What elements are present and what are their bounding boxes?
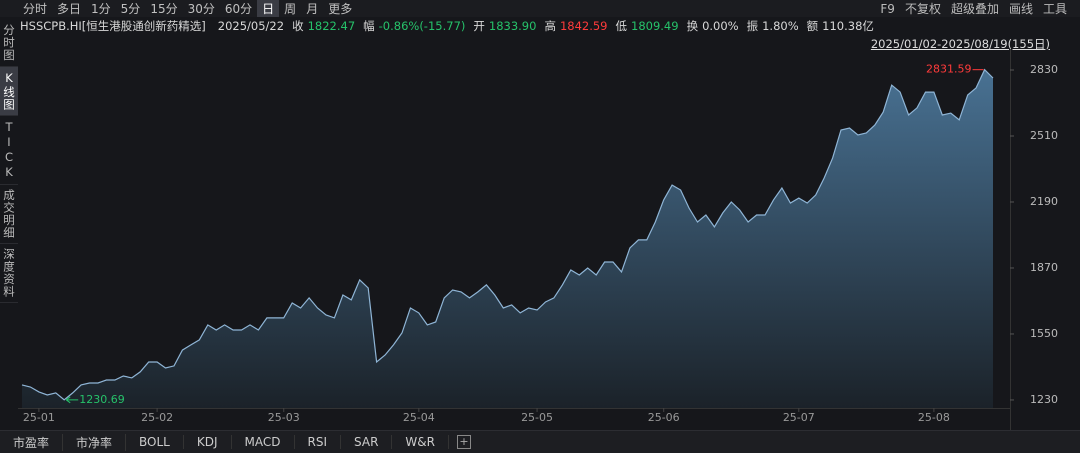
period-tab[interactable]: 月 (306, 2, 319, 16)
x-tick-label: 25-02 (141, 411, 173, 424)
field-value: 1833.90 (488, 19, 537, 33)
indicator-tab[interactable]: KDJ (189, 435, 232, 449)
min-arrow (65, 396, 79, 404)
field-label: 收 (292, 19, 304, 33)
add-indicator[interactable]: + (456, 435, 471, 449)
y-tick-label: 1870 (1030, 261, 1058, 274)
x-tick-label: 25-01 (23, 411, 55, 424)
tool-button[interactable]: 画线 (1008, 2, 1033, 16)
field-value: 1822.47 (307, 19, 356, 33)
side-tab[interactable]: 深度资料 (0, 244, 18, 303)
x-tick-label: 25-05 (521, 411, 553, 424)
max-label: 2831.59 (926, 63, 972, 76)
indicator-tab[interactable]: BOLL (131, 435, 184, 449)
field-label: 换 (686, 19, 699, 33)
period-tab[interactable]: 1分 (91, 2, 111, 16)
indicator-tab[interactable]: SAR (346, 435, 393, 449)
field-label: 高 (544, 19, 556, 33)
min-label: 1230.69 (79, 393, 125, 406)
tool-button[interactable]: 工具 (1042, 2, 1067, 16)
period-tab[interactable]: 分时 (23, 2, 48, 16)
date: 2025/05/22 (217, 19, 285, 33)
side-tab[interactable]: 成交明细 (0, 185, 18, 244)
y-tick-label: 1550 (1030, 327, 1058, 340)
indicator-tab[interactable]: 市净率 (68, 433, 127, 451)
period-toolbar: 分时 多日 1分 5分 15分 30分 60分日周月更多 F9 不复权 超级叠加 画线 工具 (0, 0, 1080, 17)
y-tick-label: 2510 (1030, 129, 1058, 142)
field-value: -0.86%(-15.77) (378, 19, 466, 33)
field-value: 1809.49 (631, 19, 679, 33)
y-tick-label: 1230 (1030, 393, 1058, 406)
period-tab[interactable]: 30分 (187, 2, 215, 16)
x-tick-label: 25-06 (648, 411, 680, 424)
y-tick-label: 2190 (1030, 195, 1058, 208)
indicator-tab[interactable]: 市盈率 (5, 433, 64, 451)
period-tab[interactable]: 60分 (224, 2, 253, 16)
sidebar: 分时图 K线图 TICK 成交明细 深度资料 (0, 20, 18, 303)
field-value: 110.38亿 (822, 19, 874, 33)
x-tick-label: 25-07 (783, 411, 815, 424)
period-tab[interactable]: 日 (257, 0, 280, 17)
date-range[interactable]: 2025/01/02-2025/08/19(155日) (870, 37, 1050, 51)
period-tab[interactable]: 多日 (57, 2, 82, 16)
tool-button[interactable]: 超级叠加 (950, 2, 999, 16)
area-fill (22, 69, 993, 408)
field-label: 开 (473, 19, 485, 33)
period-tab[interactable]: 15分 (150, 2, 178, 16)
tool-button[interactable]: 不复权 (904, 2, 941, 16)
side-tab[interactable]: K线图 (0, 66, 18, 116)
field-label: 额 (806, 19, 819, 33)
info-bar: HSSCPB.HI[恒生港股通创新药精选] 2025/05/22 收 1822.4… (20, 17, 882, 35)
indicator-tab[interactable]: MACD (237, 435, 295, 449)
tool-buttons: F9 不复权 超级叠加 画线 工具 (875, 0, 1072, 17)
side-tab[interactable]: 分时图 (0, 20, 18, 67)
field-label: 幅 (363, 19, 375, 33)
period-tab[interactable]: 周 (284, 2, 297, 16)
symbol: HSSCPB.HI[恒生港股通创新药精选] (20, 19, 206, 33)
tool-button[interactable]: F9 (880, 1, 895, 16)
indicator-bar: 市盈率 市净率 BOLL KDJ MACD RSI SAR W&R + (0, 430, 1080, 453)
x-tick-label: 25-08 (918, 411, 950, 424)
x-tick-label: 25-03 (268, 411, 300, 424)
x-tick-label: 25-04 (403, 411, 435, 424)
field-value: 0.00% (702, 19, 739, 33)
period-tabs: 分时 多日 1分 5分 15分 30分 60分日周月更多 (18, 0, 357, 17)
price-line (21, 68, 994, 401)
period-tab[interactable]: 更多 (328, 2, 353, 16)
field-label: 低 (615, 19, 628, 33)
side-tab[interactable]: TICK (0, 116, 18, 185)
indicator-tab[interactable]: W&R (397, 435, 449, 449)
field-value: 1.80% (762, 19, 799, 33)
field-value: 1842.59 (559, 19, 608, 33)
period-tab[interactable]: 5分 (120, 2, 141, 16)
y-tick-label: 2830 (1030, 63, 1058, 76)
field-label: 振 (746, 19, 759, 33)
indicator-tab[interactable]: RSI (300, 435, 342, 449)
